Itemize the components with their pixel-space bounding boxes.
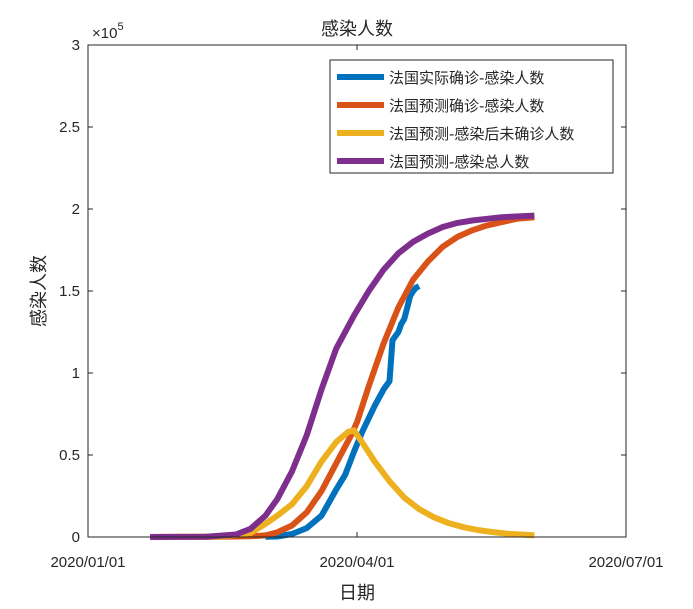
series-line-4 bbox=[150, 212, 535, 540]
legend-label-2: 法国预测确诊-感染人数 bbox=[389, 97, 544, 115]
series-line-2 bbox=[150, 214, 535, 540]
legend-label-1: 法国实际确诊-感染人数 bbox=[389, 69, 544, 87]
series-line-1 bbox=[265, 283, 421, 540]
legend-label-3: 法国预测-感染后未确诊人数 bbox=[389, 125, 574, 143]
series-line-3 bbox=[150, 427, 535, 540]
legend-label-4: 法国预测-感染总人数 bbox=[389, 153, 529, 171]
y-tick-label: 2.5 bbox=[59, 119, 80, 136]
x-axis: 2020/01/01 2020/04/01 2020/07/01 bbox=[50, 45, 664, 571]
series-layer bbox=[150, 212, 535, 540]
legend: 法国实际确诊-感染人数法国预测确诊-感染人数法国预测-感染后未确诊人数法国预测-… bbox=[329, 59, 614, 174]
y-axis-label: 感染人数 bbox=[29, 255, 50, 327]
y-axis: 0 0.5 1 1.5 2 2.5 3 bbox=[59, 37, 626, 546]
y-multiplier: ×105 bbox=[92, 21, 124, 42]
x-tick-label: 2020/07/01 bbox=[588, 554, 663, 571]
chart-title: 感染人数 bbox=[321, 19, 393, 40]
x-axis-label: 日期 bbox=[339, 583, 375, 604]
y-multiplier-exponent: 5 bbox=[117, 21, 123, 33]
y-tick-label: 0 bbox=[72, 529, 80, 546]
y-tick-label: 2 bbox=[72, 201, 80, 218]
y-tick-label: 0.5 bbox=[59, 447, 80, 464]
x-tick-label: 2020/04/01 bbox=[319, 554, 394, 571]
y-multiplier-base: ×10 bbox=[92, 25, 117, 42]
x-tick-label: 2020/01/01 bbox=[50, 554, 125, 571]
y-tick-label: 1 bbox=[72, 365, 80, 382]
y-tick-label: 3 bbox=[72, 37, 80, 54]
y-tick-label: 1.5 bbox=[59, 283, 80, 300]
